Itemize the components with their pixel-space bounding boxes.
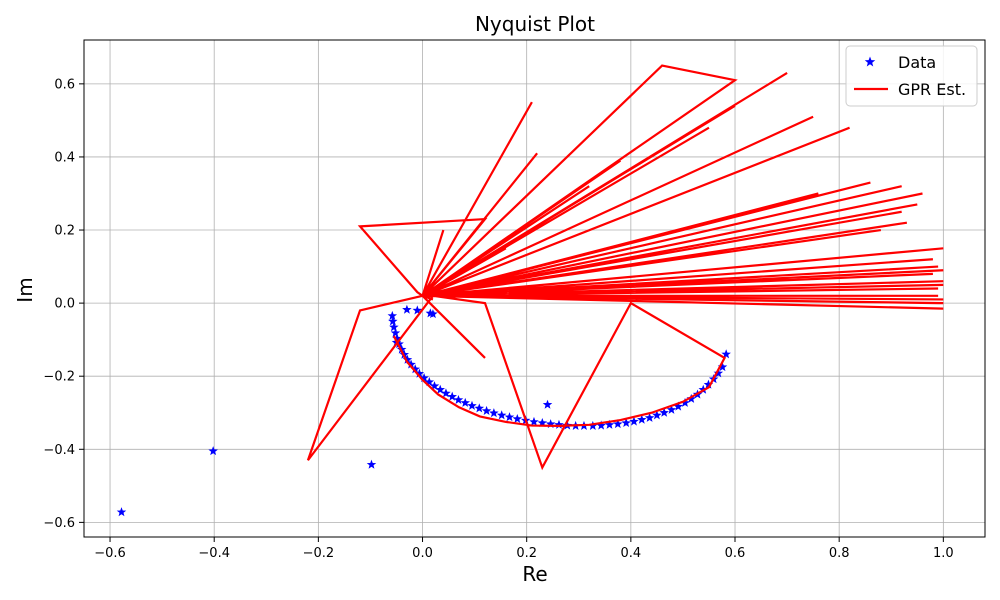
data-point (554, 419, 564, 429)
data-point (402, 354, 413, 364)
data-point (208, 446, 218, 456)
y-tick-label: 0.4 (54, 150, 75, 165)
plot-area (116, 64, 944, 517)
x-tick-label: 1.0 (933, 546, 954, 561)
data-point (666, 404, 677, 414)
legend: Data GPR Est. (845, 45, 978, 107)
legend-marker-data (864, 56, 876, 67)
gpr-estimate-line (306, 64, 944, 471)
data-point (366, 459, 377, 469)
data-point (388, 316, 398, 326)
data-point (644, 412, 655, 422)
data-point (529, 416, 539, 426)
data-point (545, 419, 556, 429)
data-point (389, 322, 399, 332)
x-tick-label: 0.0 (412, 546, 433, 561)
data-point (387, 310, 398, 320)
data-point (441, 388, 451, 398)
axes-frame (83, 39, 986, 538)
data-point (447, 391, 457, 401)
legend-box (845, 45, 978, 107)
data-point (637, 414, 647, 424)
data-point (481, 405, 492, 415)
data-point (116, 507, 127, 517)
data-point (467, 400, 477, 410)
y-tick-label: −0.2 (43, 370, 75, 385)
x-tick-label: −0.2 (303, 546, 335, 561)
y-tick-label: −0.6 (43, 516, 75, 531)
data-point (410, 364, 420, 374)
data-point (686, 393, 697, 403)
data-point (474, 403, 485, 413)
data-point (652, 410, 662, 420)
data-point (721, 349, 731, 359)
data-point (680, 397, 690, 407)
x-tick-label: 0.2 (516, 546, 537, 561)
data-point (424, 377, 435, 387)
data-point (659, 407, 669, 417)
data-point (429, 381, 440, 391)
data-point (596, 420, 606, 430)
data-point (673, 401, 683, 411)
data-point (613, 419, 623, 429)
data-point (717, 362, 728, 372)
data-point (414, 368, 425, 378)
data-point (542, 399, 553, 409)
data-point (394, 339, 404, 349)
data-point (392, 333, 402, 343)
data-point (402, 304, 412, 314)
chart-title: Nyquist Plot (475, 12, 595, 36)
y-tick-label: 0.2 (54, 224, 75, 239)
x-axis-title: Re (522, 562, 547, 586)
data-point (428, 309, 438, 319)
data-point (496, 410, 507, 420)
data-point (537, 417, 548, 428)
data-point (390, 328, 401, 338)
x-tick-label: −0.6 (94, 546, 126, 561)
data-point (703, 379, 714, 389)
y-axis-ticks: −0.6 −0.4 −0.2 0.0 0.2 0.4 0.6 (43, 77, 84, 531)
legend-star-marker (864, 56, 876, 67)
data-point (713, 368, 724, 378)
data-point (460, 397, 470, 407)
y-tick-label: 0.0 (54, 297, 75, 312)
x-tick-label: 0.8 (829, 546, 850, 561)
data-point (629, 416, 639, 426)
data-point (453, 394, 464, 404)
data-point (435, 384, 445, 394)
y-tick-label: −0.4 (43, 443, 75, 458)
data-point (621, 417, 631, 428)
y-tick-label: 0.6 (54, 77, 75, 92)
legend-label-gpr: GPR Est. (898, 80, 966, 99)
x-tick-label: −0.4 (198, 546, 230, 561)
y-axis-title: Im (13, 277, 37, 302)
x-axis-ticks: −0.6 −0.4 −0.2 0.0 0.2 0.4 0.6 0.8 1.0 (94, 537, 954, 561)
data-point (406, 359, 416, 369)
data-point (412, 305, 423, 315)
data-point (588, 420, 598, 430)
data-point (504, 412, 515, 422)
data-point (489, 408, 499, 418)
data-point (604, 419, 615, 429)
x-tick-label: 0.4 (621, 546, 642, 561)
data-point (419, 373, 429, 383)
data-point (512, 413, 523, 424)
legend-label-data: Data (898, 53, 936, 72)
x-tick-label: 0.6 (725, 546, 746, 561)
